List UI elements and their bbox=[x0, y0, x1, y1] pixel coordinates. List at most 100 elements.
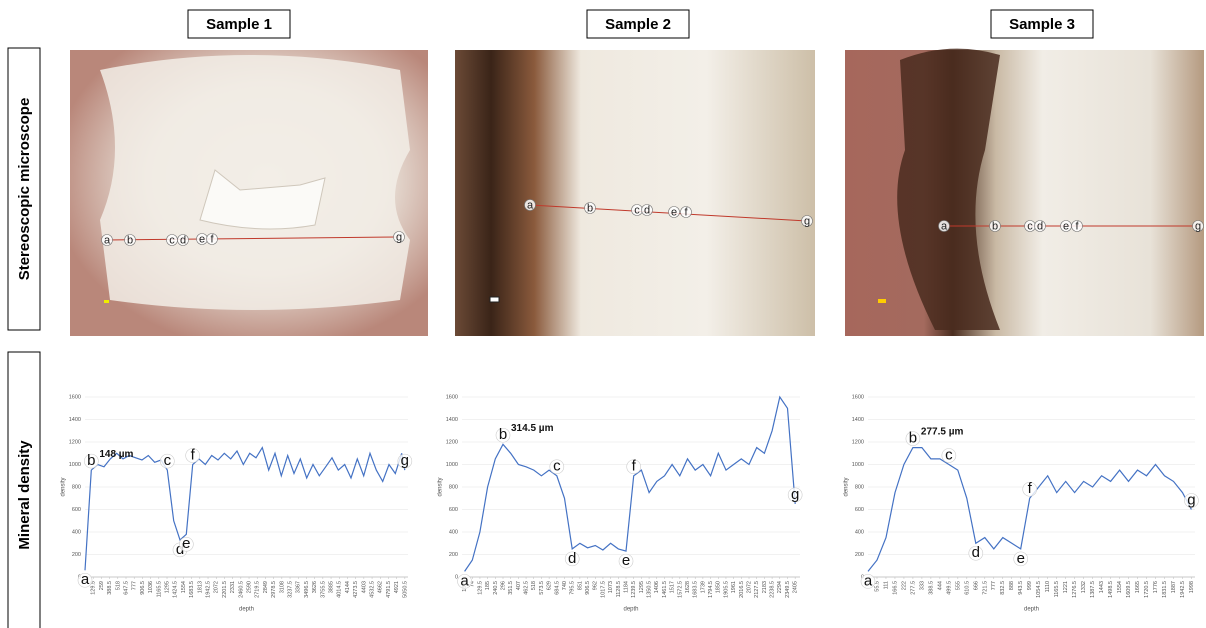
x-tick-label: 1517 bbox=[670, 581, 676, 593]
annotation-marker bbox=[495, 427, 511, 443]
x-tick-label: 259 bbox=[99, 581, 105, 590]
point-label: c bbox=[169, 234, 175, 246]
x-tick-label: 777 bbox=[132, 581, 138, 590]
x-tick-label: 1387.5 bbox=[1090, 581, 1096, 598]
x-tick-label: 4403 bbox=[361, 581, 367, 593]
y-tick-label: 200 bbox=[72, 552, 81, 558]
annotation-marker bbox=[185, 448, 200, 463]
x-tick-label: 1628 bbox=[685, 581, 691, 593]
x-tick-label: 2349.5 bbox=[785, 581, 791, 598]
y-axis-label: density bbox=[438, 477, 444, 496]
photo-1 bbox=[70, 50, 428, 336]
x-tick-label: 1961 bbox=[731, 581, 737, 593]
x-tick-label: 2978.5 bbox=[271, 581, 277, 598]
point-label: g bbox=[396, 231, 402, 243]
y-tick-label: 600 bbox=[72, 507, 81, 513]
point-label: d bbox=[180, 234, 186, 246]
x-tick-label: 2405 bbox=[793, 581, 799, 593]
x-tick-label: 1813 bbox=[197, 581, 203, 593]
x-tick-label: 1794.5 bbox=[708, 581, 714, 598]
header-box bbox=[990, 9, 1094, 39]
x-tick-label: 277.5 bbox=[910, 581, 916, 595]
annotation-label: d bbox=[972, 544, 980, 561]
y-tick-label: 1400 bbox=[852, 417, 864, 423]
annotation-label: f bbox=[1028, 480, 1033, 497]
x-tick-label: 388.5 bbox=[107, 581, 113, 595]
annotation-marker bbox=[1184, 493, 1199, 508]
x-tick-label: 1424.5 bbox=[173, 581, 179, 598]
x-tick-label: 518 bbox=[531, 581, 537, 590]
y-tick-label: 400 bbox=[449, 529, 458, 535]
x-tick-label: 1609.5 bbox=[1126, 581, 1132, 598]
x-tick-label: 1239.5 bbox=[631, 581, 637, 598]
x-tick-label: 3496.5 bbox=[304, 581, 310, 598]
annotation-note: 148 µm bbox=[99, 449, 133, 460]
x-tick-label: 166.5 bbox=[892, 581, 898, 595]
point-marker bbox=[668, 206, 680, 218]
tooth-shape bbox=[100, 55, 410, 310]
x-tick-label: 999 bbox=[1027, 581, 1033, 590]
photo-3 bbox=[845, 48, 1204, 336]
x-tick-label: 1110 bbox=[1045, 581, 1051, 592]
x-tick-label: 1165.5 bbox=[156, 581, 162, 597]
x-tick-label: 851 bbox=[577, 581, 583, 590]
annotation-marker bbox=[860, 574, 876, 589]
scale-bar bbox=[878, 299, 886, 303]
annotation-label: b bbox=[909, 430, 917, 447]
y-tick-label: 1600 bbox=[69, 394, 81, 400]
x-tick-label: 2201.5 bbox=[222, 581, 228, 598]
x-tick-label: 1831.5 bbox=[1162, 581, 1168, 598]
point-marker bbox=[1192, 220, 1204, 232]
point-label: b bbox=[587, 202, 593, 214]
x-tick-label: 1572.5 bbox=[677, 581, 683, 598]
x-tick-label: 610.5 bbox=[964, 581, 970, 595]
x-tick-label: 296 bbox=[500, 581, 506, 590]
point-marker bbox=[206, 233, 218, 245]
x-tick-label: 1276.5 bbox=[1072, 581, 1078, 598]
row-header: Stereoscopic microscope bbox=[16, 98, 33, 281]
x-axis-label: depth bbox=[1024, 607, 1039, 613]
x-tick-label: 1165.5 bbox=[1054, 581, 1060, 597]
header-box bbox=[586, 9, 690, 39]
header-box bbox=[187, 9, 291, 39]
x-tick-label: 2072 bbox=[746, 581, 752, 593]
x-tick-label: 5050.5 bbox=[402, 581, 408, 598]
column-header: Sample 2 bbox=[605, 16, 671, 33]
x-tick-label: 832.5 bbox=[1000, 581, 1006, 595]
annotation-note: 314.5 µm bbox=[511, 423, 554, 434]
x-tick-label: 1073 bbox=[608, 581, 614, 593]
x-tick-label: 629 bbox=[547, 581, 553, 590]
annotation-marker bbox=[905, 431, 921, 446]
point-marker bbox=[1034, 220, 1046, 232]
annotation-label: g bbox=[401, 452, 409, 469]
point-label: b bbox=[127, 234, 133, 246]
point-label: a bbox=[941, 220, 948, 232]
x-tick-label: 185 bbox=[485, 581, 491, 590]
x-tick-label: 1683.5 bbox=[189, 581, 195, 598]
x-tick-label: 3367 bbox=[296, 581, 302, 593]
y-tick-label: 1000 bbox=[69, 462, 81, 468]
point-marker bbox=[801, 215, 813, 227]
y-axis-label: density bbox=[61, 477, 67, 496]
x-tick-label: 222 bbox=[901, 581, 907, 590]
annotation-note: 277.5 µm bbox=[921, 426, 964, 437]
x-tick-label: 1036 bbox=[148, 581, 154, 593]
x-tick-label: 1054.5 bbox=[1036, 581, 1042, 598]
photo-background bbox=[455, 50, 815, 336]
annotation-label: e bbox=[1017, 550, 1025, 567]
y-tick-label: 1200 bbox=[852, 439, 864, 445]
x-tick-label: 2719.5 bbox=[255, 581, 261, 598]
x-tick-label: 388.5 bbox=[928, 581, 934, 595]
x-tick-label: 129.5 bbox=[477, 581, 483, 595]
annotation-marker bbox=[160, 453, 175, 469]
annotation-label: e bbox=[182, 535, 190, 552]
annotation-label: e bbox=[622, 552, 630, 569]
annotation-label: c bbox=[945, 446, 953, 463]
y-axis-label: density bbox=[844, 477, 850, 496]
point-label: g bbox=[1195, 220, 1201, 232]
x-tick-label: 444 bbox=[937, 581, 943, 590]
x-tick-label: 2294 bbox=[777, 581, 783, 593]
x-tick-label: 1184 bbox=[623, 581, 629, 593]
point-marker bbox=[101, 234, 113, 246]
x-tick-label: 2331 bbox=[230, 581, 236, 593]
